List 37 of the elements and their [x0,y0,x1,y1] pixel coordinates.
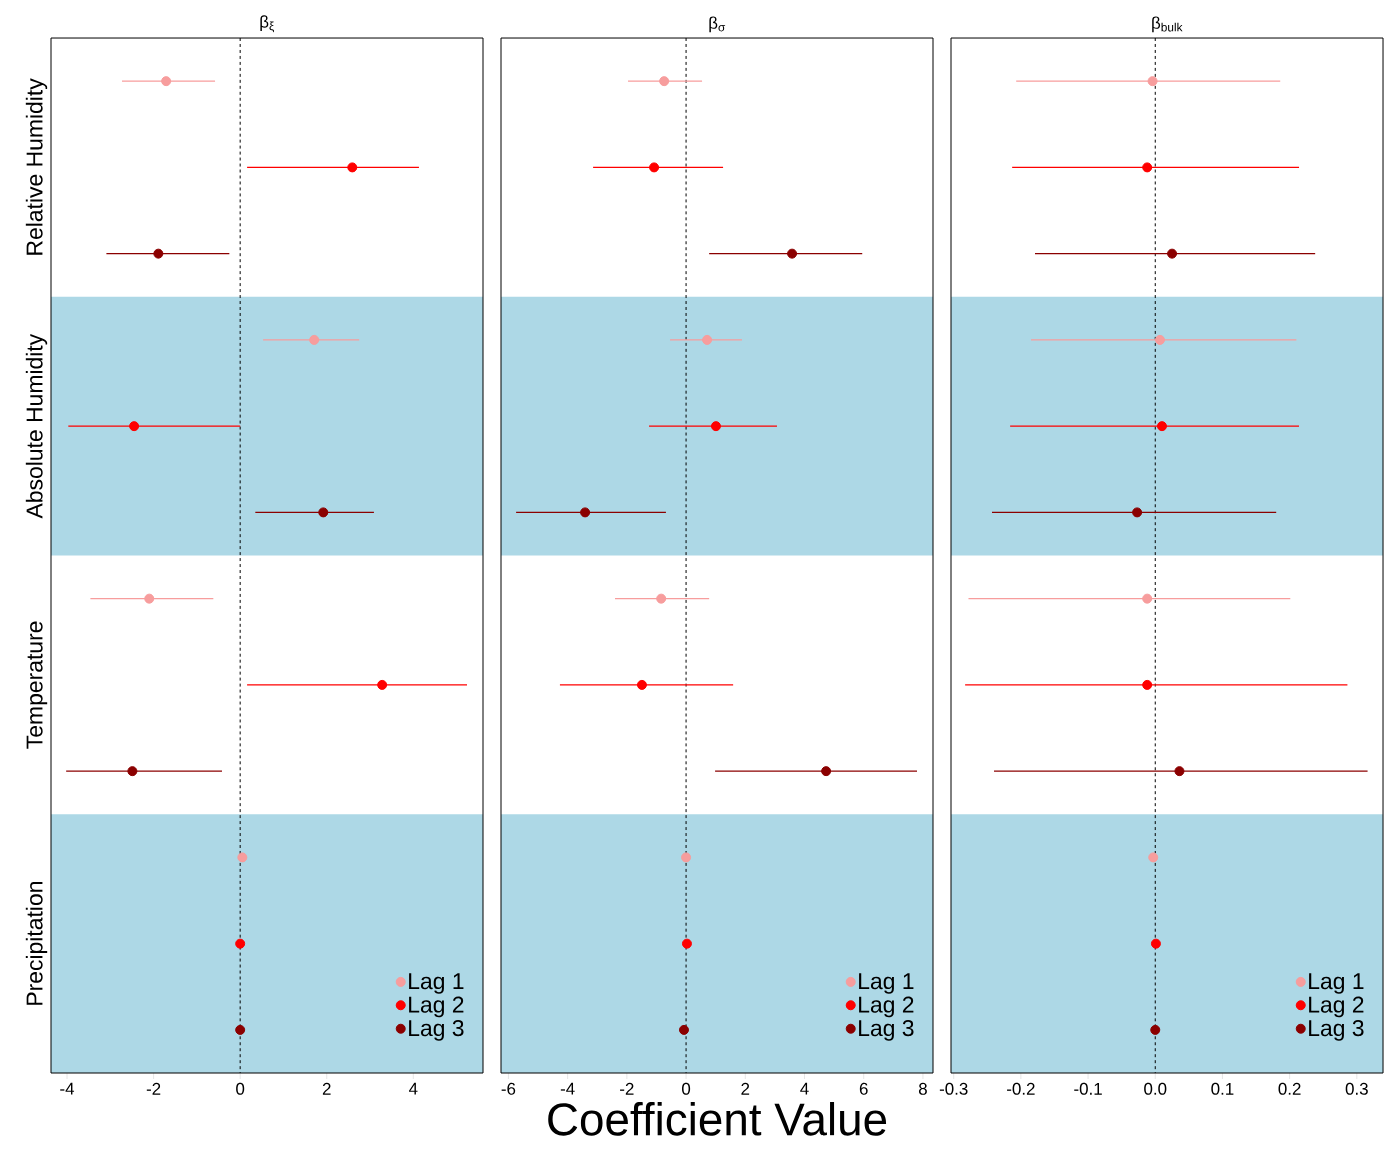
legend-label: Lag 2 [409,996,464,1018]
x-tick-label: 0.0 [1144,1082,1167,1095]
x-tick-label: -0.3 [939,1082,968,1095]
legend-label: Lag 3 [409,1019,464,1041]
x-tick-label: 0.3 [1345,1082,1368,1095]
legend-label: Lag 2 [1309,996,1364,1018]
y-tick-label: Temperature [26,621,48,749]
x-tick-label: 8 [918,1082,927,1095]
y-tick-label: Precipitation [25,882,48,1005]
legend-label: Lag 1 [859,973,914,994]
x-tick-label: 0.1 [1211,1082,1234,1095]
x-tick-label: 6 [859,1082,868,1095]
legend-label: Lag 3 [859,1019,914,1041]
chart-title: β$_{σ}$ [709,16,726,33]
x-tick-label: -2 [146,1082,161,1095]
legend-label: Lag 3 [1309,1019,1364,1041]
x-tick-label: 0.2 [1278,1082,1301,1095]
x-tick-label: 0 [682,1082,691,1095]
x-tick-label: 0 [236,1082,245,1095]
chart-title: β$_{bulk}$ [1152,16,1183,33]
x-tick-label: -4 [60,1082,75,1095]
x-tick-label: -0.1 [1074,1082,1102,1095]
x-tick-label: 2 [741,1082,750,1095]
y-tick-label: Relative Humidity [25,78,48,255]
legend-label: Lag 2 [859,996,914,1018]
x-tick-label: 2 [322,1082,331,1095]
x-tick-label: 4 [800,1082,809,1095]
chart-title: β$_{ξ}$ [260,15,275,33]
y-tick-label: Absolute Humidity [25,333,48,519]
x-tick-label: -6 [501,1082,516,1095]
x-axis-title: Coefficient Value [548,1101,887,1136]
x-tick-label: -4 [560,1082,575,1095]
x-tick-label: 4 [409,1082,418,1095]
x-tick-label: -0.2 [1007,1082,1035,1095]
x-tick-label: -2 [620,1082,634,1095]
legend-label: Lag 1 [409,973,464,994]
legend-label: Lag 1 [1309,973,1364,994]
